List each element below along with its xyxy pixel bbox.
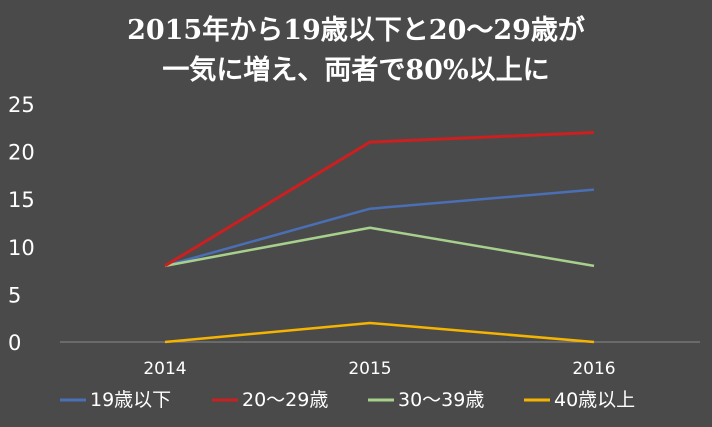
- series-line-1: [164, 131, 595, 268]
- y-tick-label-4: 20: [8, 141, 35, 165]
- legend-label-2: 30～39歳: [398, 389, 484, 411]
- x-tick-label-0: 2014: [143, 359, 186, 379]
- x-tick-label-1: 2015: [348, 359, 391, 379]
- chart-title-line-2: 一気に増え、両者で80%以上に: [162, 55, 550, 86]
- y-tick-label-5: 25: [8, 93, 35, 117]
- y-tick-label-3: 15: [8, 188, 35, 212]
- y-tick-label-0: 0: [8, 331, 21, 355]
- series-line-3: [164, 321, 595, 344]
- x-tick-label-2: 2016: [572, 359, 615, 379]
- legend-label-3: 40歳以上: [554, 389, 635, 411]
- y-tick-label-2: 10: [8, 236, 35, 260]
- chart-title-line-1: 2015年から19歳以下と20～29歳が: [127, 15, 585, 46]
- legend-label-1: 20～29歳: [242, 389, 328, 411]
- y-tick-label-1: 5: [8, 283, 21, 307]
- legend-label-0: 19歳以下: [90, 389, 171, 411]
